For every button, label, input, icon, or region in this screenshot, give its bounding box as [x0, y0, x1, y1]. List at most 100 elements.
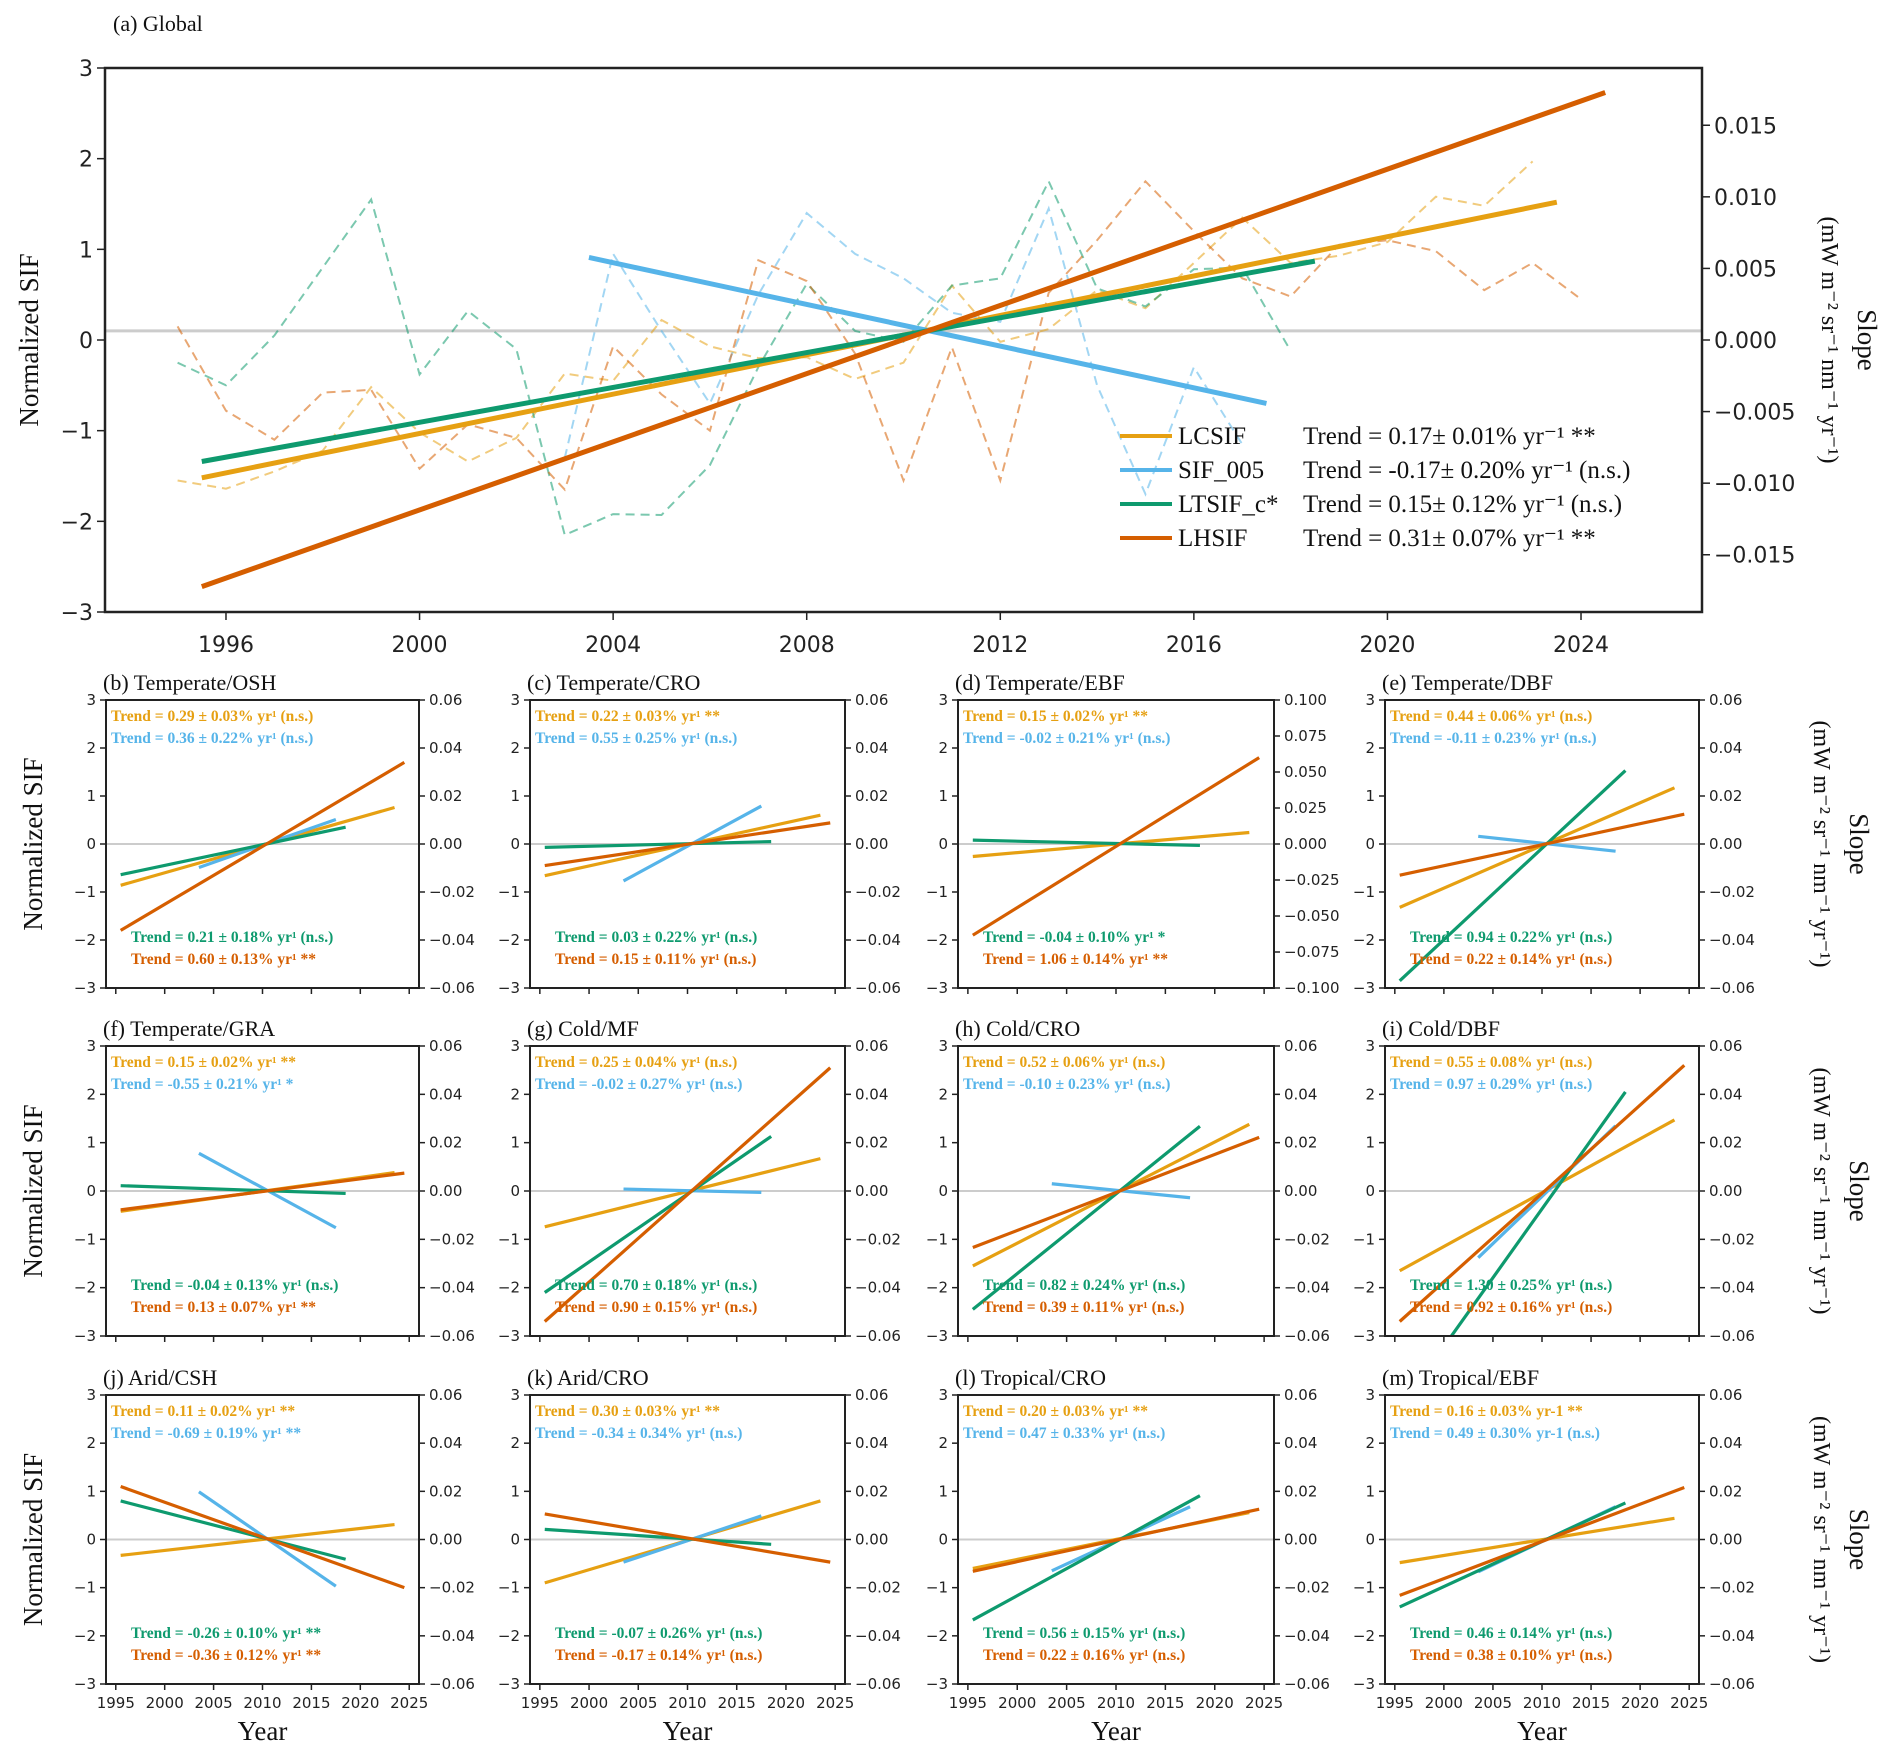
y2-tick-label: −0.02	[855, 883, 901, 901]
trend-annotation-LCSIF: Trend = 0.30 ± 0.03% yr¹ **	[535, 1403, 720, 1420]
y2-tick-label: 0.06	[1709, 691, 1742, 709]
trend-annotation-LTSIF_c: Trend = -0.26 ± 0.10% yr¹ **	[131, 1625, 321, 1642]
y-tick-label: −3	[498, 979, 520, 997]
y2-tick-label: −0.04	[1284, 1627, 1330, 1645]
y2-tick-label: −0.02	[429, 1579, 475, 1597]
x-tick-label: 2000	[1425, 1694, 1463, 1712]
y2-tick-label: −0.06	[429, 1327, 475, 1345]
y-tick-label: −3	[74, 979, 96, 997]
panel-title: (m) Tropical/EBF	[1382, 1365, 1539, 1390]
x-tick-label: 2020	[767, 1694, 805, 1712]
y-tick-label: −1	[926, 1230, 948, 1248]
y-tick-label: 1	[86, 1482, 96, 1500]
y-tick-label: 1	[86, 1134, 96, 1152]
y2-tick-label: 0.100	[1284, 691, 1327, 709]
plot-area	[176, 90, 1607, 589]
y-tick-label: 2	[1365, 1085, 1375, 1103]
y-tick-label: −2	[74, 1279, 96, 1297]
trend-annotation-LCSIF: Trend = 0.25 ± 0.04% yr¹ (n.s.)	[535, 1054, 737, 1071]
trend-annotation-SIF_005: Trend = -0.11 ± 0.23% yr¹ (n.s.)	[1390, 730, 1597, 747]
plot-area	[543, 1066, 832, 1323]
y-tick-label: −2	[74, 1627, 96, 1645]
y2-tick-label: 0.06	[855, 691, 888, 709]
y-tick-label: 1	[86, 787, 96, 805]
y-tick-label: 2	[86, 1085, 96, 1103]
plot-area	[1399, 1485, 1685, 1609]
trend-line-LHSIF	[972, 1507, 1260, 1573]
y2-axis-label-title: Slope	[1844, 813, 1874, 875]
x-tick-label: 2005	[1048, 1694, 1086, 1712]
trend-annotation-LCSIF: Trend = 0.22 ± 0.03% yr¹ **	[535, 708, 720, 725]
panel-title: (a) Global	[113, 11, 203, 36]
trend-annotation-SIF_005: Trend = -0.02 ± 0.21% yr¹ (n.s.)	[963, 730, 1170, 747]
trend-annotation-SIF_005: Trend = -0.02 ± 0.27% yr¹ (n.s.)	[535, 1076, 742, 1093]
y-tick-label: 2	[79, 148, 93, 173]
x-tick-label: 1995	[1376, 1694, 1414, 1712]
y2-tick-label: −0.02	[429, 883, 475, 901]
y2-tick-label: 0.00	[1284, 1182, 1317, 1200]
panel-title: (h) Cold/CRO	[955, 1016, 1080, 1041]
trend-line-LTSIF_c	[1398, 769, 1627, 982]
y-axis-label: Normalized SIF	[18, 1104, 48, 1277]
y2-tick-label: −0.02	[855, 1230, 901, 1248]
y-tick-label: 1	[79, 238, 93, 263]
y-tick-label: 2	[938, 1434, 948, 1452]
y2-tick-label: −0.04	[429, 1627, 475, 1645]
panel-title: (e) Temperate/DBF	[1382, 670, 1553, 695]
y-tick-label: 2	[938, 1085, 948, 1103]
y-tick-label: 2	[1365, 739, 1375, 757]
trend-annotation-LCSIF: Trend = 0.15 ± 0.02% yr¹ **	[963, 708, 1148, 725]
x-tick-label: 2012	[972, 633, 1028, 658]
trend-annotation-LTSIF_c: Trend = 1.30 ± 0.25% yr¹ (n.s.)	[1410, 1277, 1612, 1294]
y2-tick-label: −0.04	[855, 1627, 901, 1645]
x-tick-label: 1995	[521, 1694, 559, 1712]
y-tick-label: −1	[926, 883, 948, 901]
x-tick-label: 2005	[619, 1694, 657, 1712]
x-tick-label: 1995	[97, 1694, 135, 1712]
y-tick-label: 0	[510, 835, 520, 853]
trend-line-LCSIF	[1398, 1118, 1676, 1273]
y-tick-label: −1	[498, 1230, 520, 1248]
panel-k: (k) Arid/CRO −3 −2 −1 0 1 2 3 −0.06 −0.04 −0.02 0.0…	[498, 1365, 901, 1746]
trend-line-LHSIF	[200, 90, 1607, 589]
panel-f: (f) Temperate/GRA −3 −2 −1 0 1 2 3 −0.06 −0.04 −0.…	[18, 1016, 475, 1345]
trend-line-LTSIF_c	[120, 1184, 346, 1196]
y-tick-label: 0	[1365, 1531, 1375, 1549]
trend-line-LTSIF_c	[544, 1527, 772, 1546]
y-tick-label: −3	[1353, 979, 1375, 997]
y2-tick-label: 0.02	[1709, 1482, 1742, 1500]
y2-tick-label: 0.00	[1709, 1531, 1742, 1549]
trend-annotation-SIF_005: Trend = 0.49 ± 0.30% yr-1 (n.s.)	[1390, 1425, 1600, 1442]
y2-tick-label: −0.02	[429, 1230, 475, 1248]
y2-tick-label: −0.005	[1714, 401, 1795, 426]
y-tick-label: −1	[1353, 1579, 1375, 1597]
x-tick-label: 2024	[1553, 633, 1609, 658]
x-axis-label: Year	[1517, 1716, 1567, 1746]
y-tick-label: −3	[61, 601, 93, 626]
y2-tick-label: −0.02	[1284, 1579, 1330, 1597]
trend-line-LCSIF	[1399, 1516, 1675, 1565]
y-tick-label: −1	[74, 1230, 96, 1248]
plot-area	[544, 1499, 831, 1585]
x-axis-label: Year	[663, 1716, 713, 1746]
x-tick-label: 2015	[718, 1694, 756, 1712]
y2-tick-label: −0.02	[1709, 883, 1755, 901]
y2-tick-label: 0.02	[855, 787, 888, 805]
plot-area	[120, 1151, 405, 1230]
trend-annotation-LTSIF_c: Trend = 0.82 ± 0.24% yr¹ (n.s.)	[983, 1277, 1185, 1294]
y2-tick-label: −0.06	[1709, 1327, 1755, 1345]
y2-tick-label: −0.075	[1284, 943, 1340, 961]
y-tick-label: 3	[938, 1037, 948, 1055]
y2-tick-label: 0.04	[855, 1085, 888, 1103]
trend-annotation-LCSIF: Trend = 0.20 ± 0.03% yr¹ **	[963, 1403, 1148, 1420]
y-tick-label: −1	[74, 883, 96, 901]
y2-tick-label: 0.02	[1709, 787, 1742, 805]
plot-area	[120, 1485, 405, 1590]
trend-line-LTSIF_c	[120, 825, 346, 877]
y-tick-label: 1	[1365, 1482, 1375, 1500]
trend-line-LHSIF	[1398, 1064, 1686, 1323]
y-tick-label: 0	[86, 835, 96, 853]
y-tick-label: −3	[498, 1327, 520, 1345]
dashed-series-SIF_005	[563, 205, 1244, 497]
y2-tick-label: −0.04	[855, 931, 901, 949]
